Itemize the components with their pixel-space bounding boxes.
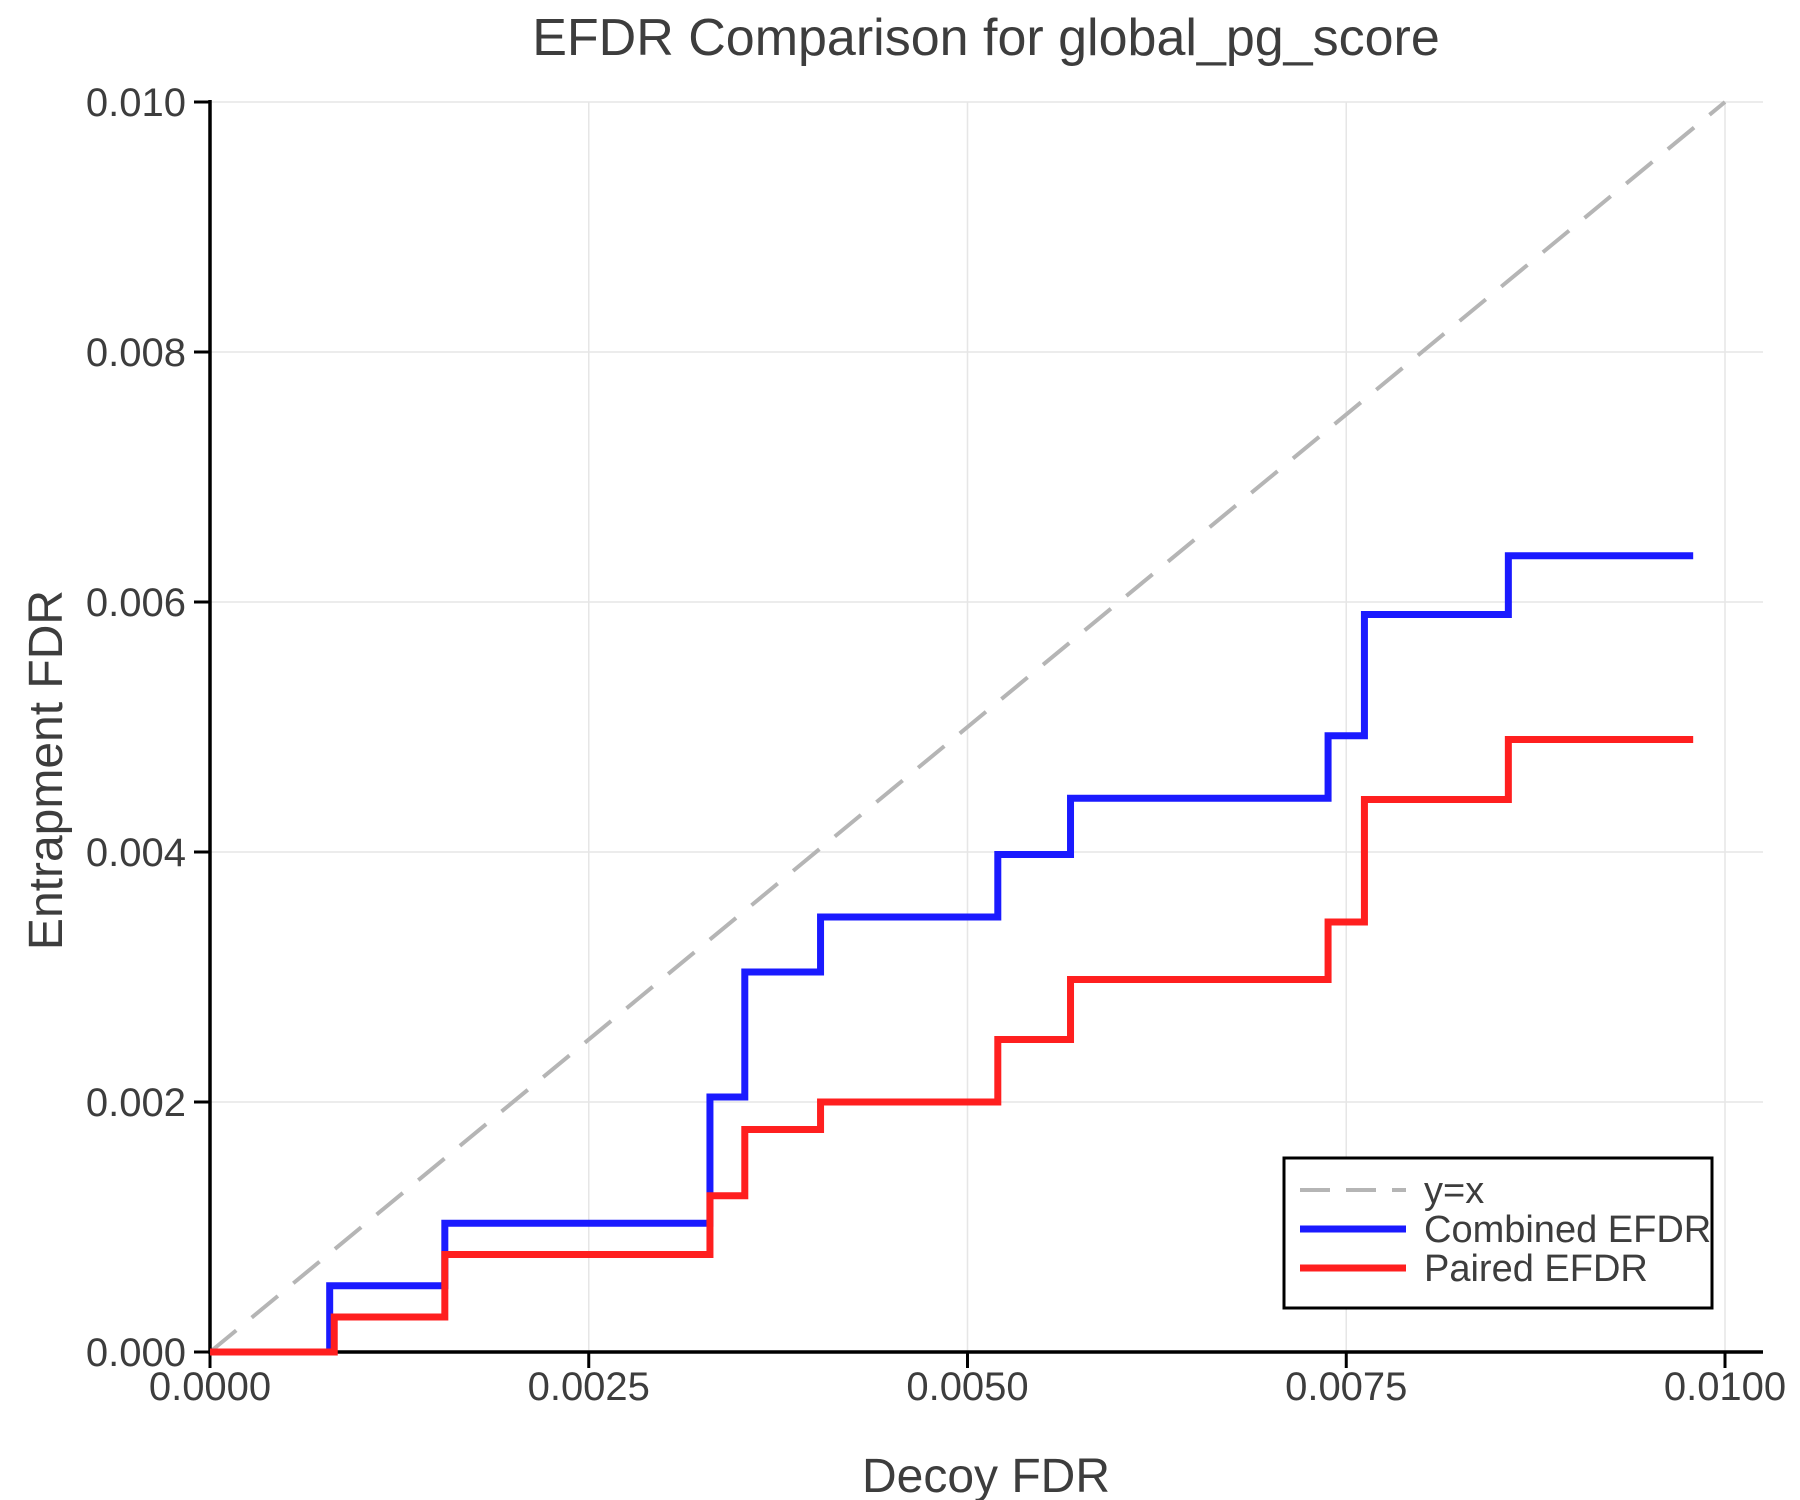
axes-spines [208, 100, 1763, 1354]
x-axis-label: Decoy FDR [862, 1450, 1110, 1500]
paired-efdr-line [210, 736, 1694, 1356]
legend-label-y-equals-x: y=x [1424, 1170, 1484, 1212]
y-axis-label: Entrapment FDR [20, 590, 73, 950]
y-tick-label: 0.008 [86, 331, 186, 375]
y-tick-label: 0.010 [86, 81, 186, 125]
legend: y=x Combined EFDR Paired EFDR [1282, 1156, 1714, 1310]
legend-label-combined-efdr: Combined EFDR [1424, 1209, 1711, 1251]
x-tick-label: 0.0025 [528, 1365, 650, 1409]
x-tick-label: 0.0075 [1285, 1365, 1407, 1409]
tick-marks-and-labels: 0.0000 0.0025 0.0050 0.0075 0.0100 0.000 0.002… [86, 81, 1786, 1409]
reference-line-layer [208, 100, 1727, 1354]
y-equals-x-reference-line [208, 100, 1727, 1354]
y-tick-label: 0.002 [86, 1081, 186, 1125]
y-tick-label: 0.004 [86, 831, 186, 875]
x-tick-label: 0.0100 [1664, 1365, 1786, 1409]
x-tick-label: 0.0050 [906, 1365, 1028, 1409]
data-series-layer [210, 552, 1694, 1356]
y-tick-label: 0.006 [86, 581, 186, 625]
y-tick-label: 0.000 [86, 1331, 186, 1375]
chart-title: EFDR Comparison for global_pg_score [532, 9, 1440, 67]
x-tick-label: 0.0000 [149, 1365, 271, 1409]
legend-label-paired-efdr: Paired EFDR [1424, 1248, 1648, 1290]
legend-box [1282, 1156, 1714, 1310]
